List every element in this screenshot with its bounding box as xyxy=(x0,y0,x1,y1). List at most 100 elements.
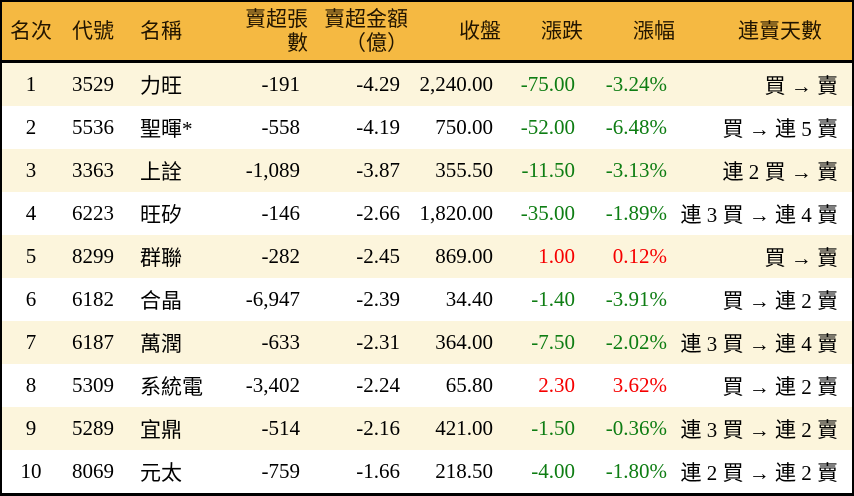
header-close: 收盤 xyxy=(412,2,505,63)
cell-sell_amount: -3.87 xyxy=(312,149,412,192)
cell-rank: 3 xyxy=(2,149,60,192)
header-sell-amount: 賣超金額 （億） xyxy=(312,2,412,63)
header-code: 代號 xyxy=(60,2,126,63)
cell-streak: 連 3 買 → 連 2 賣 xyxy=(679,407,852,450)
table-row: 2 5536 聖暉* -558 -4.19 750.00 -52.00 -6.48% 買 → 連… xyxy=(2,106,852,149)
cell-change_pct: -2.02% xyxy=(587,321,679,364)
header-change-pct: 漲幅 xyxy=(587,2,679,63)
cell-rank: 4 xyxy=(2,192,60,235)
cell-close: 1,820.00 xyxy=(412,192,505,235)
cell-change_pct: -3.13% xyxy=(587,149,679,192)
header-name: 名稱 xyxy=(126,2,226,63)
cell-rank: 6 xyxy=(2,278,60,321)
cell-sell_amount: -2.39 xyxy=(312,278,412,321)
table-row: 7 6187 萬潤 -633 -2.31 364.00 -7.50 -2.02% 連 3 買 →… xyxy=(2,321,852,364)
cell-name: 萬潤 xyxy=(126,321,226,364)
cell-streak: 買 → 賣 xyxy=(679,235,852,278)
cell-sell_volume: -3,402 xyxy=(226,364,312,407)
cell-streak: 連 3 買 → 連 4 賣 xyxy=(679,321,852,364)
cell-sell_volume: -146 xyxy=(226,192,312,235)
cell-streak: 連 2 買 → 連 2 賣 xyxy=(679,450,852,493)
cell-close: 869.00 xyxy=(412,235,505,278)
cell-name: 力旺 xyxy=(126,61,226,106)
cell-streak: 買 → 賣 xyxy=(679,61,852,106)
cell-rank: 1 xyxy=(2,61,60,106)
cell-streak: 買 → 連 2 賣 xyxy=(679,364,852,407)
cell-code: 5309 xyxy=(60,364,126,407)
table-row: 3 3363 上詮 -1,089 -3.87 355.50 -11.50 -3.13% 連 2 … xyxy=(2,149,852,192)
cell-close: 2,240.00 xyxy=(412,61,505,106)
cell-rank: 7 xyxy=(2,321,60,364)
cell-name: 合晶 xyxy=(126,278,226,321)
cell-change: -11.50 xyxy=(505,149,587,192)
header-sell-amount-line1: 賣超金額 xyxy=(324,6,408,31)
cell-change: -52.00 xyxy=(505,106,587,149)
cell-close: 218.50 xyxy=(412,450,505,493)
cell-streak: 連 3 買 → 連 4 賣 xyxy=(679,192,852,235)
cell-streak: 買 → 連 2 賣 xyxy=(679,278,852,321)
header-change: 漲跌 xyxy=(505,2,587,63)
header-streak: 連賣天數 xyxy=(679,2,852,63)
cell-name: 宜鼎 xyxy=(126,407,226,450)
cell-sell_volume: -1,089 xyxy=(226,149,312,192)
table-row: 8 5309 系統電 -3,402 -2.24 65.80 2.30 3.62% 買 → 連 2… xyxy=(2,364,852,407)
cell-name: 系統電 xyxy=(126,364,226,407)
cell-change: -1.50 xyxy=(505,407,587,450)
table-row: 9 5289 宜鼎 -514 -2.16 421.00 -1.50 -0.36% 連 3 買 →… xyxy=(2,407,852,450)
cell-change: 1.00 xyxy=(505,235,587,278)
cell-change_pct: -3.24% xyxy=(587,61,679,106)
cell-sell_volume: -514 xyxy=(226,407,312,450)
cell-code: 8069 xyxy=(60,450,126,493)
cell-change: -7.50 xyxy=(505,321,587,364)
table-row: 5 8299 群聯 -282 -2.45 869.00 1.00 0.12% 買 → 賣 xyxy=(2,235,852,278)
cell-code: 6187 xyxy=(60,321,126,364)
cell-sell_amount: -4.19 xyxy=(312,106,412,149)
cell-sell_volume: -558 xyxy=(226,106,312,149)
header-sell-amount-line2: （億） xyxy=(345,31,408,55)
table-body: 1 3529 力旺 -191 -4.29 2,240.00 -75.00 -3.24% 買 → … xyxy=(2,61,852,493)
table-header: 名次 代號 名稱 賣超張數 賣超金額 （億） 收盤 漲跌 漲幅 連賣天數 xyxy=(2,2,852,63)
table-row: 10 8069 元太 -759 -1.66 218.50 -4.00 -1.80% 連 2 買 … xyxy=(2,450,852,493)
cell-sell_amount: -4.29 xyxy=(312,61,412,106)
cell-sell_amount: -2.16 xyxy=(312,407,412,450)
cell-sell_volume: -759 xyxy=(226,450,312,493)
cell-streak: 買 → 連 5 賣 xyxy=(679,106,852,149)
header-sell-volume: 賣超張數 xyxy=(226,2,312,63)
cell-code: 6182 xyxy=(60,278,126,321)
cell-sell_amount: -2.31 xyxy=(312,321,412,364)
cell-change_pct: -0.36% xyxy=(587,407,679,450)
cell-close: 355.50 xyxy=(412,149,505,192)
cell-sell_amount: -2.24 xyxy=(312,364,412,407)
cell-change_pct: 0.12% xyxy=(587,235,679,278)
cell-change_pct: -1.89% xyxy=(587,192,679,235)
cell-change_pct: -3.91% xyxy=(587,278,679,321)
cell-close: 65.80 xyxy=(412,364,505,407)
cell-code: 5536 xyxy=(60,106,126,149)
cell-change_pct: 3.62% xyxy=(587,364,679,407)
cell-sell_volume: -633 xyxy=(226,321,312,364)
cell-sell_volume: -282 xyxy=(226,235,312,278)
cell-rank: 5 xyxy=(2,235,60,278)
cell-change: -75.00 xyxy=(505,61,587,106)
cell-sell_volume: -191 xyxy=(226,61,312,106)
cell-change: 2.30 xyxy=(505,364,587,407)
cell-sell_amount: -1.66 xyxy=(312,450,412,493)
cell-rank: 10 xyxy=(2,450,60,493)
cell-close: 34.40 xyxy=(412,278,505,321)
cell-rank: 8 xyxy=(2,364,60,407)
cell-change: -1.40 xyxy=(505,278,587,321)
cell-code: 3529 xyxy=(60,61,126,106)
cell-close: 364.00 xyxy=(412,321,505,364)
cell-name: 聖暉* xyxy=(126,106,226,149)
cell-code: 5289 xyxy=(60,407,126,450)
cell-sell_amount: -2.66 xyxy=(312,192,412,235)
table-row: 1 3529 力旺 -191 -4.29 2,240.00 -75.00 -3.24% 買 → … xyxy=(2,61,852,106)
cell-name: 旺矽 xyxy=(126,192,226,235)
cell-sell_amount: -2.45 xyxy=(312,235,412,278)
cell-code: 3363 xyxy=(60,149,126,192)
header-rank: 名次 xyxy=(2,2,60,63)
cell-close: 750.00 xyxy=(412,106,505,149)
cell-name: 上詮 xyxy=(126,149,226,192)
